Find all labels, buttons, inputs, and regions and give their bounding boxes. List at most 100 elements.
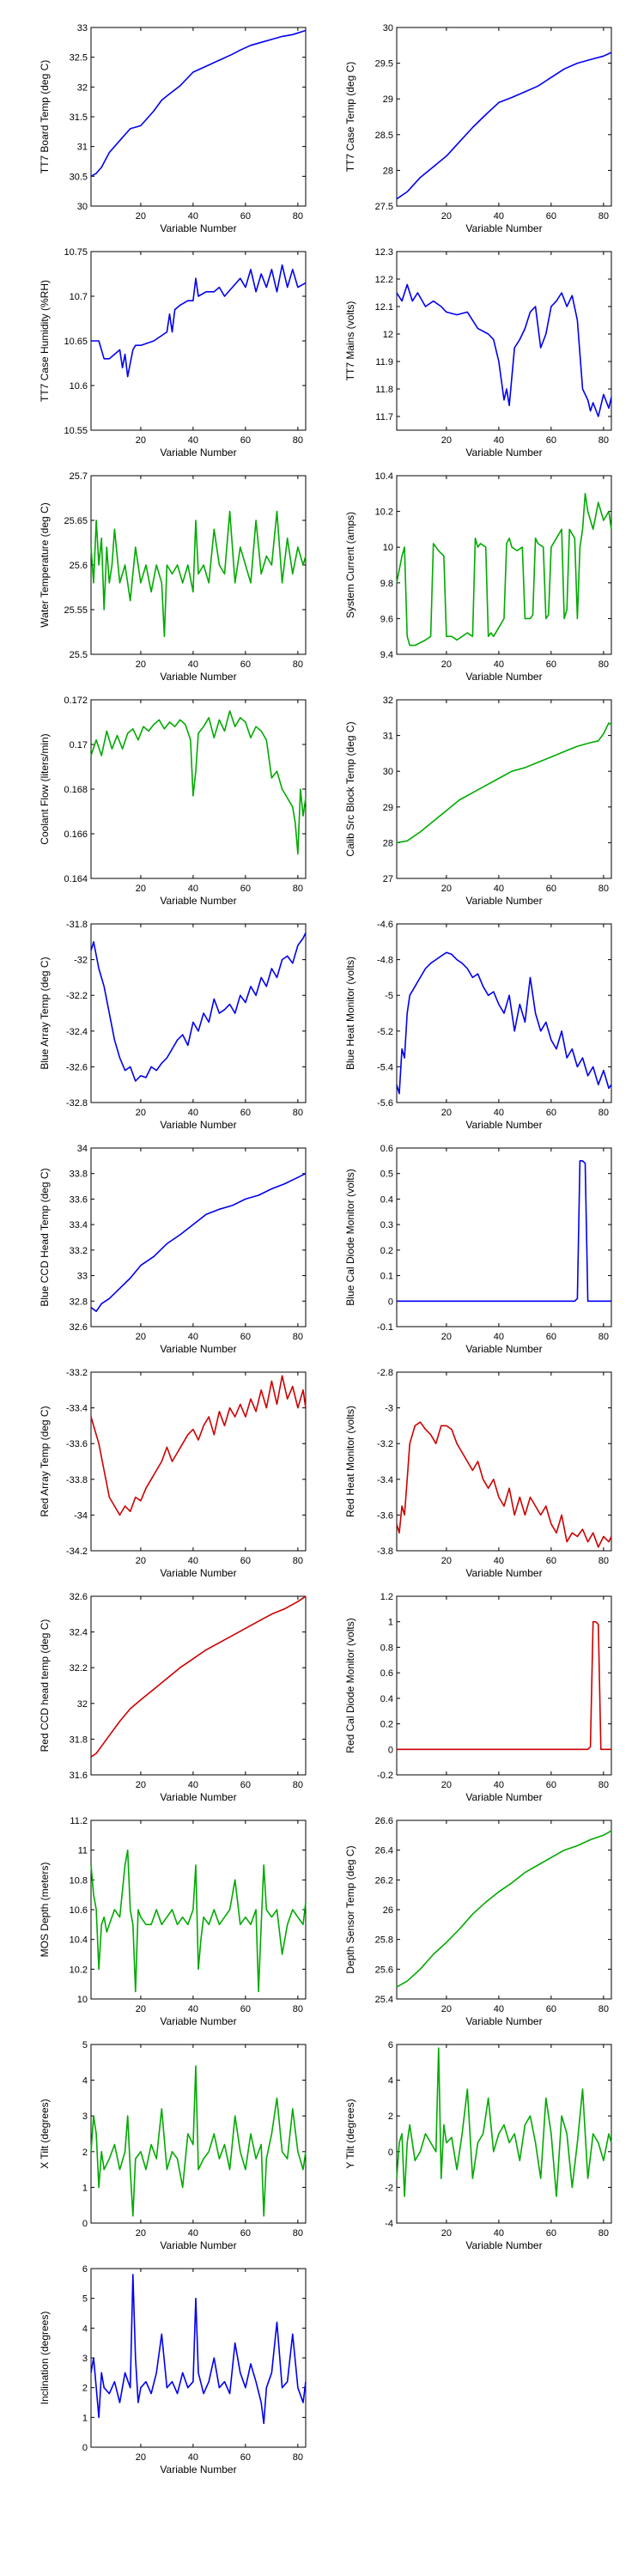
y-axis-label: Depth Sensor Temp (deg C) <box>344 1845 356 1973</box>
chart-panel-18: 25.4 25.6 25.8 26 26.2 26.4 26.6 20 40 60 80 Variab… <box>344 1816 612 2027</box>
x-tick-label: 60 <box>240 1108 251 1118</box>
series-line <box>90 710 307 855</box>
x-tick-label: 80 <box>598 1556 609 1566</box>
y-axis-label: Water Temperature (deg C) <box>39 502 51 627</box>
y-tick-label: -31.8 <box>66 920 88 930</box>
y-tick-label: 26.4 <box>375 1846 393 1856</box>
y-tick-label: 33.2 <box>70 1246 88 1256</box>
y-tick-label: 33 <box>77 1272 88 1282</box>
y-tick-label: -3.2 <box>377 1439 393 1449</box>
x-tick-label: 40 <box>494 435 504 446</box>
axes-box <box>90 1595 307 1776</box>
x-tick-label: 40 <box>188 659 198 670</box>
series-line <box>90 510 307 638</box>
x-tick-label: 80 <box>293 659 303 670</box>
y-tick-label: 12.1 <box>375 302 393 313</box>
chart-panel-5: 25.5 25.55 25.6 25.65 25.7 20 40 60 80 Variable N… <box>39 471 307 683</box>
x-tick-label: 40 <box>188 2004 198 2014</box>
series-line <box>90 1595 307 1758</box>
chart-panel-6: 9.4 9.6 9.8 10 10.2 10.4 20 40 60 80 Variable Numb… <box>344 471 612 683</box>
chart-panel-11: 32.6 32.8 33 33.2 33.4 33.6 33.8 34 20 40 60 80 Vari… <box>39 1144 307 1355</box>
x-tick-label: 20 <box>136 1108 146 1118</box>
y-tick-label: -32.4 <box>66 1027 88 1037</box>
y-tick-label: 31.6 <box>70 1771 88 1781</box>
y-tick-label: 33.8 <box>70 1170 88 1180</box>
y-tick-label: 0.166 <box>64 829 88 840</box>
x-axis-label: Variable Number <box>465 671 542 683</box>
chart-panel-14: -3.8 -3.6 -3.4 -3.2 -3 -2.8 20 40 60 80 Variable N… <box>344 1368 612 1579</box>
x-tick-label: 80 <box>598 659 609 670</box>
x-tick-label: 60 <box>546 2228 556 2239</box>
x-tick-label: 40 <box>494 2004 504 2014</box>
y-tick-label: -33.6 <box>66 1439 88 1449</box>
y-axis-label: X Tilt (degrees) <box>39 2099 51 2168</box>
x-tick-label: 40 <box>188 1108 198 1118</box>
y-tick-label: 11 <box>78 1846 88 1856</box>
y-axis-label: Blue Cal Diode Monitor (volts) <box>344 1169 356 1305</box>
y-tick-label: -5.2 <box>377 1027 393 1037</box>
y-axis-label: MOS Depth (meters) <box>39 1862 51 1958</box>
y-tick-label: 32 <box>383 696 393 706</box>
chart-panel-7: 0.164 0.166 0.168 0.17 0.172 20 40 60 80 Variable… <box>39 696 307 907</box>
series-line <box>396 951 612 1095</box>
x-tick-label: 80 <box>293 1332 303 1342</box>
y-tick-label: 10.75 <box>64 247 88 258</box>
y-tick-label: 26.6 <box>375 1816 393 1826</box>
y-axis-label: Red Heat Monitor (volts) <box>344 1406 356 1517</box>
chart-panel-9: -32.8 -32.6 -32.4 -32.2 -32 -31.8 20 40 60 80 Vari… <box>39 920 307 1131</box>
y-axis-label: Blue CCD Head Temp (deg C) <box>39 1168 51 1306</box>
y-tick-label: 25.55 <box>64 605 88 616</box>
x-tick-label: 20 <box>441 659 452 670</box>
axes-box <box>396 1147 612 1327</box>
x-axis-label: Variable Number <box>160 447 236 459</box>
y-tick-label: 31.5 <box>70 112 88 123</box>
x-tick-label: 80 <box>598 1108 609 1118</box>
chart-panel-21: 0 1 2 3 4 5 6 20 40 60 80 Variable Number Inclinatio… <box>39 2264 307 2476</box>
x-axis-label: Variable Number <box>160 222 236 234</box>
y-axis-label: Y Tilt (degrees) <box>344 2099 356 2168</box>
y-tick-label: 0.6 <box>380 1144 393 1154</box>
y-tick-label: 0.3 <box>380 1220 393 1230</box>
y-tick-label: 31 <box>383 732 393 742</box>
y-tick-label: 12.2 <box>375 275 393 285</box>
series-line <box>90 933 307 1082</box>
series-line <box>396 1830 612 1988</box>
x-tick-label: 20 <box>136 2452 146 2463</box>
y-tick-label: 30 <box>77 202 88 212</box>
y-tick-label: 32.4 <box>70 1628 88 1638</box>
x-tick-label: 20 <box>136 659 146 670</box>
x-axis-label: Variable Number <box>465 895 542 907</box>
x-tick-label: 40 <box>188 1332 198 1342</box>
x-tick-label: 20 <box>441 2228 452 2239</box>
x-axis-label: Variable Number <box>465 1343 542 1355</box>
y-axis-label: Red CCD head temp (deg C) <box>39 1619 51 1753</box>
x-axis-label: Variable Number <box>160 1791 236 1803</box>
x-tick-label: 40 <box>494 659 504 670</box>
y-tick-label: 25.8 <box>375 1935 393 1946</box>
y-tick-label: -0.2 <box>377 1771 393 1781</box>
y-axis-label: Red Array Temp (deg C) <box>39 1406 51 1516</box>
x-tick-label: 60 <box>546 1556 556 1566</box>
y-tick-label: 0.4 <box>380 1194 393 1205</box>
y-tick-label: 25.65 <box>64 516 88 526</box>
y-tick-label: 10.65 <box>64 337 88 347</box>
y-tick-label: 0.1 <box>380 1272 393 1282</box>
chart-panel-2: 27.5 28 28.5 29 29.5 30 20 40 60 80 Variable Numbe… <box>344 23 612 234</box>
y-tick-label: 28 <box>383 838 393 848</box>
y-tick-label: 4 <box>82 2324 88 2334</box>
axes-box <box>90 27 307 207</box>
axes-box <box>90 1371 307 1552</box>
x-tick-label: 40 <box>494 1332 504 1342</box>
y-tick-label: 10.8 <box>70 1875 88 1886</box>
x-tick-label: 60 <box>240 1556 251 1566</box>
y-tick-label: -4.6 <box>377 920 393 930</box>
y-tick-label: 32.6 <box>70 1322 88 1333</box>
y-tick-label: 27 <box>383 874 393 884</box>
y-tick-label: 33.4 <box>70 1220 88 1230</box>
y-tick-label: 1 <box>82 2183 88 2193</box>
axes-box <box>396 1595 612 1776</box>
y-tick-label: -3.6 <box>377 1510 393 1521</box>
y-tick-label: 32.6 <box>70 1592 88 1602</box>
y-tick-label: -5 <box>385 991 393 1001</box>
x-tick-label: 80 <box>598 2228 609 2239</box>
